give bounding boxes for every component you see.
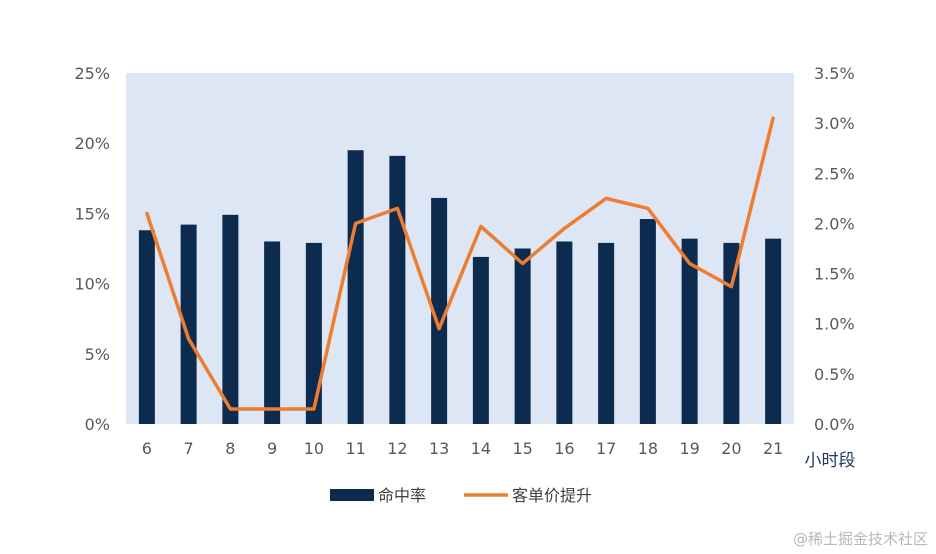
x-tick-label: 18 <box>638 439 658 458</box>
x-tick-label: 11 <box>345 439 365 458</box>
bar-6 <box>138 230 155 424</box>
x-axis-ticks: 6 7 8 9 10 11 12 13 14 15 16 17 18 19 20 21 <box>142 439 784 458</box>
bar-7 <box>180 224 197 424</box>
bar-9 <box>264 241 281 424</box>
x-tick-label: 15 <box>512 439 532 458</box>
left-tick-label: 10% <box>74 275 110 294</box>
x-tick-label: 17 <box>596 439 616 458</box>
x-tick-label: 8 <box>225 439 235 458</box>
x-tick-label: 13 <box>429 439 449 458</box>
bar-12 <box>389 155 406 424</box>
left-tick-label: 0% <box>85 415 110 434</box>
bar-8 <box>222 214 239 424</box>
line-series <box>145 116 775 411</box>
right-axis-ticks: 0.0% 0.5% 1.0% 1.5% 2.0% 2.5% 3.0% 3.5% <box>814 64 855 434</box>
bar-15 <box>514 248 531 424</box>
bar-19 <box>681 238 698 424</box>
bar-10 <box>305 242 322 424</box>
bar-16 <box>556 241 573 424</box>
x-tick-label: 19 <box>679 439 699 458</box>
x-tick-label: 21 <box>763 439 783 458</box>
x-axis-label: 小时段 <box>805 451 856 471</box>
bar-13 <box>431 197 448 424</box>
x-tick-label: 6 <box>142 439 152 458</box>
legend-bar-swatch <box>330 489 374 501</box>
left-tick-label: 15% <box>74 204 110 223</box>
left-tick-label: 25% <box>74 64 110 83</box>
right-tick-label: 1.0% <box>814 315 855 334</box>
bar-14 <box>472 256 489 424</box>
left-axis-ticks: 0% 5% 10% 15% 20% 25% <box>74 64 110 434</box>
x-tick-label: 7 <box>184 439 194 458</box>
right-tick-label: 0.5% <box>814 365 855 384</box>
bar-17 <box>598 242 615 424</box>
right-tick-label: 3.0% <box>814 114 855 133</box>
bar-21 <box>765 238 782 424</box>
right-tick-label: 2.0% <box>814 214 855 233</box>
legend-bar-label: 命中率 <box>378 486 426 505</box>
right-tick-label: 0.0% <box>814 415 855 434</box>
x-tick-label: 12 <box>387 439 407 458</box>
bar-11 <box>347 150 364 424</box>
legend-line-label: 客单价提升 <box>512 486 592 505</box>
right-tick-label: 2.5% <box>814 164 855 183</box>
legend: 命中率 客单价提升 <box>330 486 592 505</box>
x-tick-label: 20 <box>721 439 741 458</box>
x-tick-label: 10 <box>304 439 324 458</box>
bar-20 <box>723 242 740 424</box>
bar-18 <box>639 219 656 424</box>
right-tick-label: 1.5% <box>814 265 855 284</box>
x-tick-label: 16 <box>554 439 574 458</box>
right-tick-label: 3.5% <box>814 64 855 83</box>
watermark: @稀土掘金技术社区 <box>793 530 928 548</box>
x-tick-label: 9 <box>267 439 277 458</box>
x-tick-label: 14 <box>471 439 491 458</box>
left-tick-label: 20% <box>74 134 110 153</box>
left-tick-label: 5% <box>85 345 110 364</box>
